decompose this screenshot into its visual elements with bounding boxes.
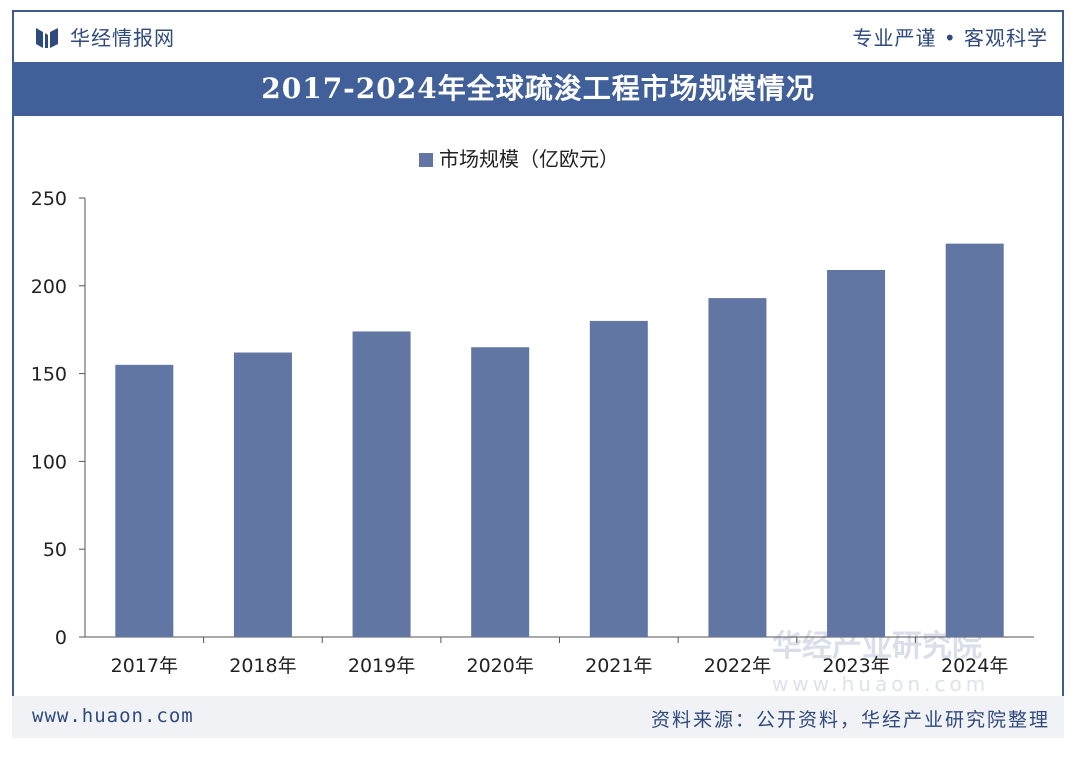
x-tick-label: 2017年 bbox=[111, 655, 178, 677]
x-tick-label: 2024年 bbox=[941, 655, 1008, 677]
source-note: 资料来源：公开资料，华经产业研究院整理 bbox=[650, 709, 1050, 731]
bar bbox=[945, 243, 1004, 637]
y-tick-label: 150 bbox=[31, 364, 67, 386]
bar bbox=[589, 320, 648, 637]
legend-swatch bbox=[419, 153, 433, 167]
y-tick-label: 50 bbox=[43, 539, 67, 561]
axes: 0 50 100 150 200 250 2017年 2018年 2019年 2020年 2021年… bbox=[31, 188, 1034, 677]
x-tick-label: 2023年 bbox=[822, 655, 889, 677]
header: 华经情报网 专业严谨 • 客观科学 bbox=[12, 12, 1064, 62]
brand-name: 华经情报网 bbox=[70, 26, 175, 50]
bar bbox=[471, 347, 530, 637]
bar bbox=[708, 298, 767, 637]
y-tick-label: 0 bbox=[55, 627, 67, 649]
chart-area: 华经产业研究院 www.huaon.com 市场规模（亿欧元） 0 50 100 150… bbox=[12, 116, 1064, 696]
chart-title: 2017-2024年全球疏浚工程市场规模情况 bbox=[12, 62, 1064, 116]
bar bbox=[352, 331, 411, 637]
y-tick-label: 250 bbox=[31, 188, 67, 210]
brand: 华经情报网 bbox=[34, 22, 175, 51]
x-tick-label: 2019年 bbox=[348, 655, 415, 677]
tagline: 专业严谨 • 客观科学 bbox=[852, 26, 1048, 50]
x-tick-label: 2020年 bbox=[467, 655, 534, 677]
bars bbox=[115, 243, 1004, 637]
x-tick-label: 2022年 bbox=[704, 655, 771, 677]
legend-label: 市场规模（亿欧元） bbox=[439, 147, 619, 171]
watermark-url: www.huaon.com bbox=[772, 672, 989, 696]
legend: 市场规模（亿欧元） bbox=[419, 147, 619, 171]
bar bbox=[827, 269, 886, 637]
bar bbox=[233, 352, 292, 637]
chart-frame bbox=[12, 10, 1064, 738]
website-link[interactable]: www.huaon.com bbox=[32, 705, 194, 727]
brand-logo-icon bbox=[36, 27, 58, 48]
x-tick-label: 2021年 bbox=[585, 655, 652, 677]
footer: www.huaon.com 资料来源：公开资料，华经产业研究院整理 bbox=[12, 696, 1064, 738]
x-tick-label: 2018年 bbox=[229, 655, 296, 677]
bar bbox=[115, 364, 174, 637]
y-tick-label: 200 bbox=[31, 276, 67, 298]
y-tick-label: 100 bbox=[31, 451, 67, 473]
